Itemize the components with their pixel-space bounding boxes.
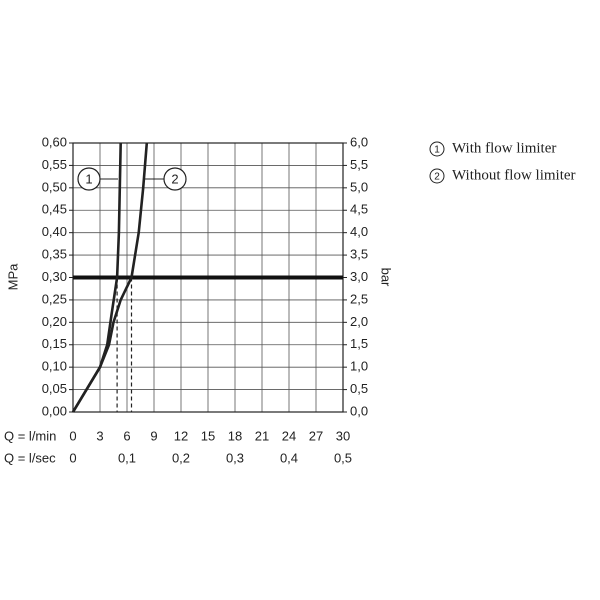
y2-tick-label: 3,5 xyxy=(350,247,368,262)
y2-tick-label: 6,0 xyxy=(350,134,368,149)
y-tick-label: 0,40 xyxy=(42,224,67,239)
y2-tick-label: 0,0 xyxy=(350,403,368,418)
x-tick-label: 12 xyxy=(174,428,188,443)
y2-tick-label: 5,0 xyxy=(350,179,368,194)
y2-tick-label: 1,0 xyxy=(350,359,368,374)
callout-label: 1 xyxy=(85,171,92,186)
x-tick-label: 18 xyxy=(228,428,242,443)
callout-circle xyxy=(77,167,101,191)
x-tick-label: 6 xyxy=(123,428,130,443)
x2-tick-label: 0,2 xyxy=(172,450,190,465)
x2-tick-label: 0 xyxy=(69,450,76,465)
callout-circle xyxy=(163,167,187,191)
y2-tick-label: 5,5 xyxy=(350,157,368,172)
x2-tick-label: 0,3 xyxy=(226,450,244,465)
y-tick-label: 0,15 xyxy=(42,336,67,351)
legend-label: Without flow limiter xyxy=(452,167,576,183)
x-tick-label: 15 xyxy=(201,428,215,443)
y-tick-label: 0,30 xyxy=(42,269,67,284)
legend-circle xyxy=(429,168,445,184)
x-tick-label: 21 xyxy=(255,428,269,443)
y2-axis-label: bar xyxy=(379,268,394,287)
y2-tick-label: 0,5 xyxy=(350,381,368,396)
y-tick-label: 0,50 xyxy=(42,179,67,194)
y-tick-label: 0,00 xyxy=(42,403,67,418)
y-tick-label: 0,25 xyxy=(42,291,67,306)
y-tick-label: 0,05 xyxy=(42,381,67,396)
legend-number: 2 xyxy=(434,172,440,183)
x-tick-label: 0 xyxy=(69,428,76,443)
y2-tick-label: 4,5 xyxy=(350,202,368,217)
legend-circle xyxy=(429,141,445,157)
x-tick-label: 3 xyxy=(96,428,103,443)
y-tick-label: 0,20 xyxy=(42,314,67,329)
x2-tick-label: 0,4 xyxy=(280,450,298,465)
y2-tick-label: 2,0 xyxy=(350,314,368,329)
x-tick-label: 24 xyxy=(282,428,296,443)
x2-tick-label: 0,1 xyxy=(118,450,136,465)
x-axis-label: Q = l/min xyxy=(4,428,56,443)
x-tick-label: 27 xyxy=(309,428,323,443)
y-axis-label: MPa xyxy=(5,263,20,291)
y2-tick-label: 3,0 xyxy=(350,269,368,284)
x-tick-label: 30 xyxy=(336,428,350,443)
legend-number: 1 xyxy=(434,145,440,156)
y2-tick-label: 4,0 xyxy=(350,224,368,239)
y2-tick-label: 2,5 xyxy=(350,291,368,306)
series-line xyxy=(71,142,149,413)
x-tick-label: 9 xyxy=(150,428,157,443)
y-tick-label: 0,55 xyxy=(42,157,67,172)
x2-tick-label: 0,5 xyxy=(334,450,352,465)
y-tick-label: 0,35 xyxy=(42,247,67,262)
x2-axis-label: Q = l/sec xyxy=(4,450,56,465)
legend-label: With flow limiter xyxy=(452,140,556,156)
y2-tick-label: 1,5 xyxy=(350,336,368,351)
y-tick-label: 0,45 xyxy=(42,202,67,217)
callout-label: 2 xyxy=(171,171,178,186)
y-tick-label: 0,60 xyxy=(42,134,67,149)
y-tick-label: 0,10 xyxy=(42,359,67,374)
